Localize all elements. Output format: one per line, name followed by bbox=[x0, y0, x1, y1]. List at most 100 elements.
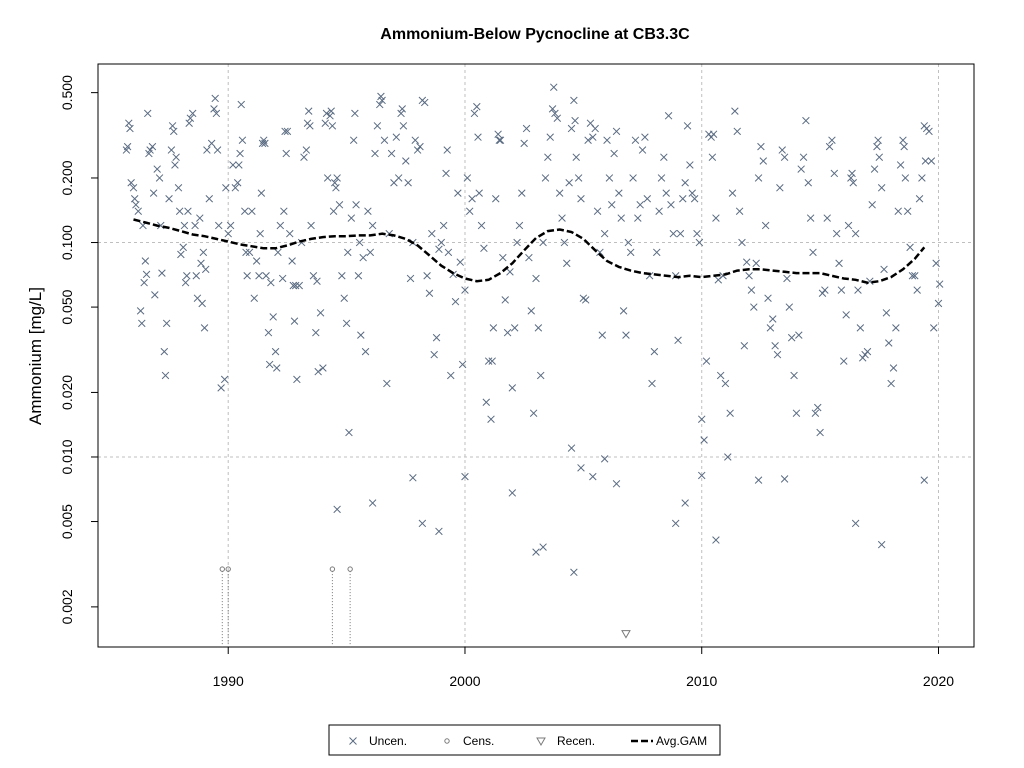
uncensored-point bbox=[702, 357, 711, 365]
uncensored-point bbox=[332, 184, 340, 192]
legend-entry: Uncen. bbox=[349, 734, 407, 748]
uncensored-point bbox=[676, 229, 685, 238]
uncensored-point bbox=[404, 179, 412, 187]
uncensored-point bbox=[344, 248, 352, 257]
uncensored-point bbox=[558, 214, 566, 222]
uncensored-point bbox=[790, 371, 798, 380]
uncensored-point bbox=[255, 271, 263, 280]
uncensored-point bbox=[754, 174, 763, 182]
uncensored-point bbox=[283, 127, 292, 136]
uncensored-point bbox=[508, 384, 517, 392]
uncensored-point bbox=[889, 364, 898, 372]
uncensored-point bbox=[461, 472, 469, 481]
uncensored-point bbox=[903, 207, 912, 215]
uncensored-point bbox=[626, 248, 635, 257]
uncensored-point bbox=[631, 136, 640, 144]
uncensored-point bbox=[503, 328, 512, 337]
uncensored-point bbox=[915, 195, 924, 203]
uncensored-point bbox=[925, 127, 933, 136]
uncensored-point bbox=[882, 309, 891, 317]
uncensored-point bbox=[885, 339, 893, 347]
uncensored-point bbox=[286, 229, 294, 238]
uncensored-point bbox=[494, 130, 502, 138]
uncensored-point bbox=[550, 83, 558, 91]
uncensored-point bbox=[619, 307, 628, 315]
uncensored-point bbox=[262, 271, 270, 280]
uncensored-point bbox=[539, 238, 547, 247]
uncensored-point bbox=[488, 357, 496, 365]
uncensored-point bbox=[908, 271, 917, 280]
uncensored-point bbox=[835, 259, 843, 268]
uncensored-point bbox=[199, 248, 208, 257]
uncensored-point bbox=[224, 229, 232, 238]
uncensored-point bbox=[207, 139, 216, 148]
uncensored-point bbox=[269, 313, 277, 321]
y-tick-label: 0.050 bbox=[59, 289, 75, 324]
legend-box bbox=[328, 724, 721, 756]
uncensored-point bbox=[411, 136, 420, 144]
uncensored-point bbox=[499, 253, 507, 262]
uncensored-point bbox=[527, 307, 536, 315]
uncensored-point bbox=[844, 221, 853, 230]
uncensored-point bbox=[456, 258, 464, 266]
uncensored-point bbox=[214, 221, 223, 230]
uncensored-point bbox=[143, 109, 152, 118]
uncensored-point bbox=[402, 157, 410, 165]
uncensored-point bbox=[570, 568, 578, 577]
censored-point bbox=[347, 566, 353, 647]
uncensored-point bbox=[887, 379, 895, 388]
uncensored-point bbox=[323, 174, 332, 182]
x-icon bbox=[349, 737, 357, 745]
uncensored-point bbox=[809, 248, 817, 257]
uncensored-point bbox=[250, 294, 259, 302]
x-tick-label: 2020 bbox=[923, 673, 954, 689]
uncensored-point bbox=[832, 229, 841, 238]
uncensored-point bbox=[581, 296, 590, 304]
uncensored-point bbox=[560, 238, 569, 247]
uncensored-point bbox=[679, 195, 687, 203]
uncensored-point bbox=[600, 455, 609, 463]
uncensored-point bbox=[371, 149, 379, 158]
uncensored-point bbox=[544, 153, 552, 161]
uncensored-point bbox=[593, 207, 602, 215]
uncensored-point bbox=[612, 127, 621, 136]
uncensored-point bbox=[480, 244, 488, 253]
uncensored-point bbox=[366, 248, 375, 257]
uncensored-point bbox=[813, 403, 822, 412]
uncensored-point bbox=[489, 324, 498, 332]
uncensored-point bbox=[495, 136, 504, 144]
censored-point bbox=[329, 566, 336, 647]
uncensored-point bbox=[359, 253, 367, 262]
uncensored-point bbox=[373, 122, 382, 130]
uncensored-point bbox=[271, 347, 280, 356]
uncensored-point bbox=[274, 248, 282, 257]
uncensored-point bbox=[536, 371, 545, 380]
uncensored-point bbox=[529, 409, 538, 417]
uncensored-point bbox=[662, 189, 670, 197]
uncensored-point bbox=[300, 153, 308, 161]
uncensored-point bbox=[180, 221, 189, 230]
uncensored-point bbox=[342, 319, 351, 328]
uncensored-point bbox=[477, 221, 486, 230]
uncensored-point bbox=[340, 294, 348, 302]
gam-line bbox=[133, 218, 926, 284]
uncensored-point bbox=[837, 286, 846, 294]
uncensored-point bbox=[352, 201, 360, 209]
uncensored-point bbox=[134, 207, 143, 215]
uncensored-point bbox=[773, 350, 782, 359]
uncensored-point bbox=[186, 114, 195, 122]
uncensored-point bbox=[821, 286, 829, 294]
x-tick-label: 2010 bbox=[686, 673, 717, 689]
uncensored-point bbox=[906, 243, 914, 252]
y-tick-label: 0.010 bbox=[59, 439, 75, 474]
uncensored-point bbox=[785, 303, 794, 311]
uncensored-point bbox=[454, 189, 462, 197]
uncensored-point bbox=[754, 476, 763, 484]
uncensored-point bbox=[482, 398, 491, 406]
uncensored-point bbox=[333, 505, 341, 514]
uncensored-point bbox=[148, 142, 157, 151]
uncensored-point bbox=[510, 324, 519, 332]
uncensored-point bbox=[681, 499, 689, 507]
uncensored-point bbox=[349, 136, 358, 144]
uncensored-point bbox=[248, 207, 256, 215]
